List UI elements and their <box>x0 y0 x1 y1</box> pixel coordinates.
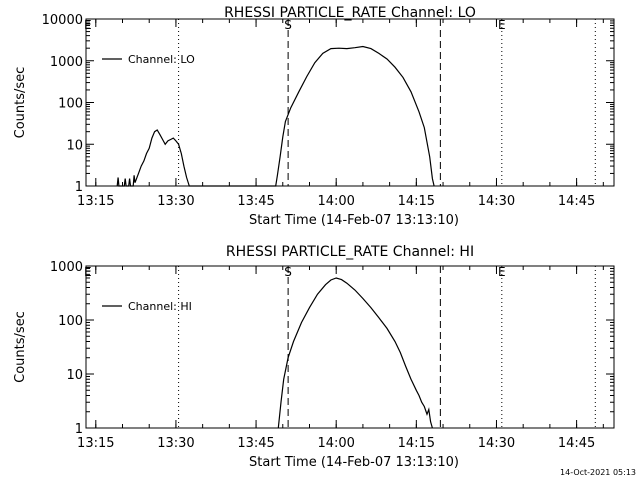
x-tick-label: 14:15 <box>398 436 435 451</box>
x-tick-label: 14:45 <box>558 194 595 209</box>
x-tick-label: 13:15 <box>77 436 114 451</box>
interval-marker-label: E <box>498 265 506 279</box>
legend-label: Channel: LO <box>128 53 195 66</box>
plot-frame <box>85 265 615 429</box>
interval-marker-label: S <box>284 18 292 32</box>
y-tick-label: 10 <box>66 138 83 153</box>
x-tick-label: 13:30 <box>157 194 194 209</box>
y-tick-label: 1000 <box>50 260 83 275</box>
chart-title: RHESSI PARTICLE_RATE Channel: HI <box>226 244 474 260</box>
chart-title: RHESSI PARTICLE_RATE Channel: LO <box>224 5 476 21</box>
x-tick-label: 13:15 <box>77 194 114 209</box>
y-tick-label: 10000 <box>42 13 83 28</box>
x-tick-label: 14:00 <box>317 194 354 209</box>
interval-marker-label: E <box>84 265 92 279</box>
y-tick-label: 1 <box>75 180 83 195</box>
x-axis-label: Start Time (14-Feb-07 13:13:10) <box>249 455 459 470</box>
y-axis-label: Counts/sec <box>13 67 28 139</box>
y-tick-label: 100 <box>58 314 83 329</box>
x-tick-label: 14:15 <box>398 194 435 209</box>
legend-label: Channel: HI <box>128 300 192 313</box>
interval-marker-label: E <box>84 18 92 32</box>
y-axis-label: Counts/sec <box>13 311 28 383</box>
x-tick-label: 14:30 <box>478 436 515 451</box>
y-tick-label: 10 <box>66 368 83 383</box>
x-tick-label: 14:30 <box>478 194 515 209</box>
x-tick-label: 14:00 <box>317 436 354 451</box>
plot-frame <box>85 18 615 187</box>
x-axis-label: Start Time (14-Feb-07 13:13:10) <box>249 213 459 228</box>
x-tick-label: 13:30 <box>157 436 194 451</box>
chart-lo-channel: RHESSI PARTICLE_RATE Channel: LO 1 10 100 10… <box>13 5 615 228</box>
series-line-0 <box>116 45 435 187</box>
y-tick-label: 1000 <box>50 55 83 70</box>
x-tick-label: 13:45 <box>237 436 274 451</box>
interval-marker-label: S <box>284 265 292 279</box>
x-tick-label: 13:45 <box>237 194 274 209</box>
y-tick-label: 1 <box>75 422 83 437</box>
footer-timestamp: 14-Oct-2021 05:13 <box>560 468 636 477</box>
y-tick-label: 100 <box>58 97 83 112</box>
chart-hi-channel: RHESSI PARTICLE_RATE Channel: HI 1 10 100 10… <box>13 244 615 470</box>
interval-marker-label: E <box>498 18 506 32</box>
series-line-1 <box>277 277 433 429</box>
x-tick-label: 14:45 <box>558 436 595 451</box>
